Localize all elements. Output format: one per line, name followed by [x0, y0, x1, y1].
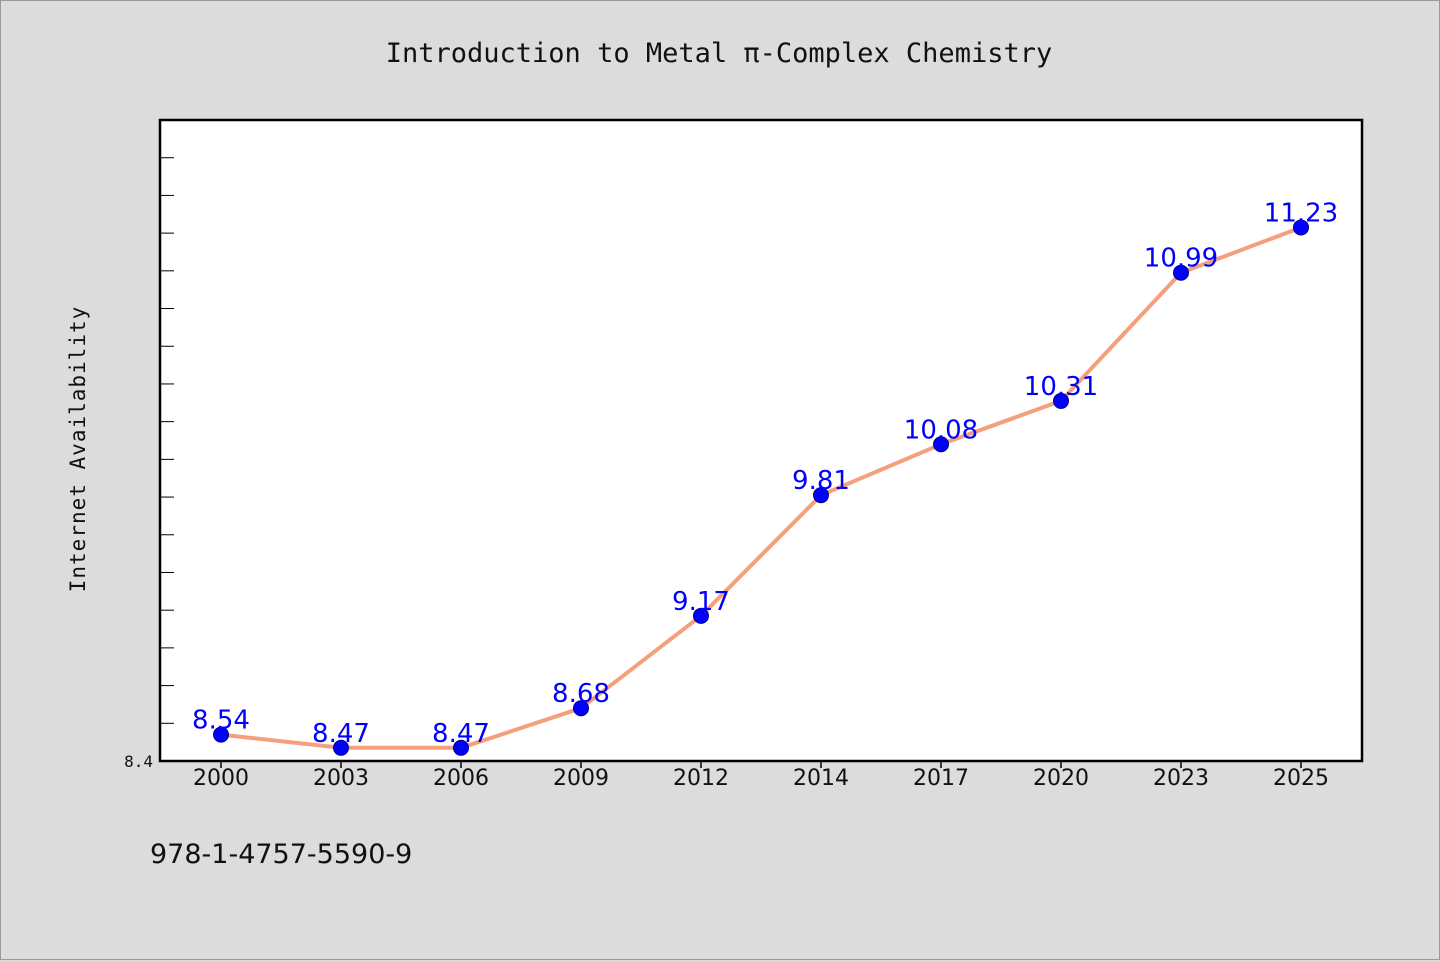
- data-label: 10.08: [904, 415, 978, 445]
- series-markers: [213, 219, 1309, 756]
- x-tick-label: 2000: [193, 766, 249, 791]
- x-tick-label: 2009: [553, 766, 609, 791]
- data-point: [1293, 219, 1309, 236]
- data-label: 10.31: [1024, 372, 1098, 402]
- x-axis-tick-labels: 2000 2003 2006 2009 2012 2014 2017 2020 2023 2025: [193, 766, 1329, 791]
- y-axis-minor-ticks: [160, 119, 174, 762]
- data-labels: 8.54 8.47 8.47 8.68 9.17 9.81 10.08 10.31 10.99 1…: [192, 198, 1338, 748]
- data-point: [573, 700, 589, 717]
- data-point: [213, 726, 229, 743]
- x-axis-ticks: [220, 761, 1302, 768]
- data-point: [813, 487, 829, 504]
- y-axis-label: Internet Availability: [66, 306, 90, 593]
- data-label: 8.47: [312, 719, 370, 749]
- x-tick-label: 2020: [1033, 766, 1089, 791]
- x-tick-label: 2017: [913, 766, 969, 791]
- x-tick-label: 2012: [673, 766, 729, 791]
- data-label: 8.54: [192, 706, 250, 736]
- y-tick-label: 8.4: [124, 752, 153, 771]
- x-tick-label: 2025: [1273, 766, 1329, 791]
- data-label: 9.17: [672, 587, 730, 617]
- chart-title: Introduction to Metal π-Complex Chemistr…: [386, 38, 1052, 69]
- x-tick-label: 2023: [1153, 766, 1209, 791]
- x-tick-label: 2014: [793, 766, 849, 791]
- data-point: [453, 739, 469, 756]
- data-point: [1173, 264, 1189, 281]
- plot-area: [158, 118, 1364, 763]
- data-label: 8.68: [552, 679, 610, 709]
- data-label: 11.23: [1264, 198, 1338, 228]
- data-point: [333, 739, 349, 756]
- x-tick-label: 2006: [433, 766, 489, 791]
- x-tick-label: 2003: [313, 766, 369, 791]
- data-point: [933, 436, 949, 453]
- data-point: [1053, 392, 1069, 409]
- data-label: 8.47: [432, 719, 490, 749]
- series-line: [219, 225, 1303, 750]
- data-label: 10.99: [1144, 244, 1218, 274]
- data-label: 9.81: [792, 466, 850, 496]
- isbn-label: 978-1-4757-5590-9: [150, 839, 412, 870]
- data-point: [693, 607, 709, 624]
